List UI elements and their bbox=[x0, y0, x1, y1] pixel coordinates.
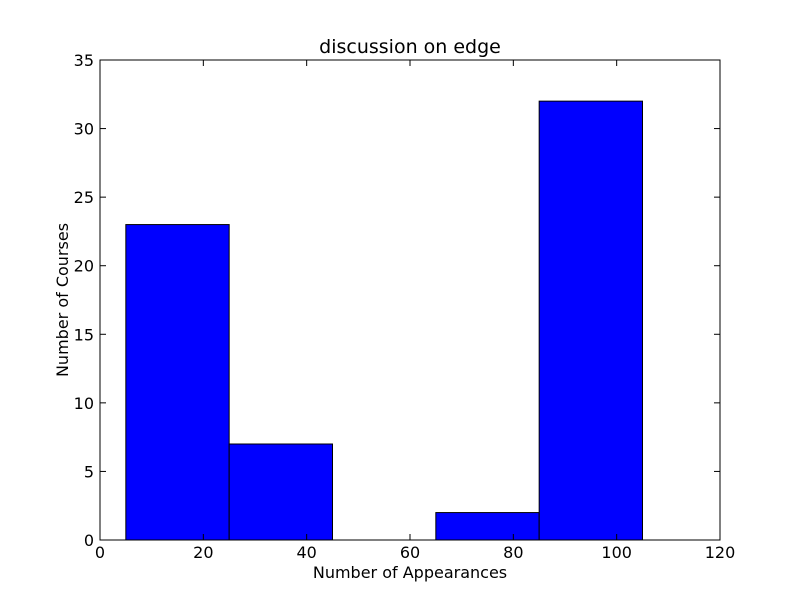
chart-title: discussion on edge bbox=[319, 36, 501, 58]
y-tick-label: 15 bbox=[74, 325, 94, 344]
y-tick-label: 25 bbox=[74, 188, 94, 207]
histogram-bar bbox=[228, 443, 334, 541]
y-tick-label: 20 bbox=[74, 257, 94, 276]
y-tick-label: 0 bbox=[84, 531, 94, 550]
x-tick-label: 20 bbox=[193, 543, 213, 562]
histogram-bar bbox=[125, 224, 230, 541]
y-axis-label: Number of Courses bbox=[53, 223, 72, 377]
x-tick-label: 60 bbox=[400, 543, 420, 562]
y-tick-label: 35 bbox=[74, 51, 94, 70]
x-tick-label: 0 bbox=[95, 543, 105, 562]
y-tick-label: 10 bbox=[74, 394, 94, 413]
y-tick-label: 5 bbox=[84, 462, 94, 481]
histogram-bar bbox=[538, 100, 644, 541]
bars-group bbox=[125, 100, 644, 541]
y-tick-label: 30 bbox=[74, 120, 94, 139]
x-tick-label: 120 bbox=[705, 543, 736, 562]
x-tick-label: 40 bbox=[296, 543, 316, 562]
x-tick-label: 100 bbox=[601, 543, 632, 562]
x-axis-label: Number of Appearances bbox=[313, 563, 507, 582]
ticks-group: 0 20 40 60 80 100 120 0 5 10 15 20 25 30 35 bbox=[74, 51, 736, 562]
x-tick-label: 80 bbox=[503, 543, 523, 562]
histogram-bar bbox=[435, 512, 540, 541]
